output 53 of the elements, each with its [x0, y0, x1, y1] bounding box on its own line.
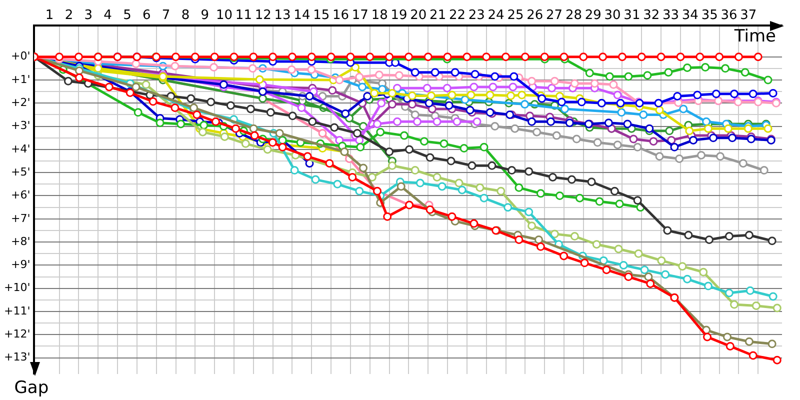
x-tick-label: 20 — [410, 8, 427, 24]
x-tick-label: 28 — [565, 8, 582, 24]
y-tick-label: +4' — [10, 142, 30, 156]
x-tick-label: 4 — [104, 8, 112, 24]
x-tick-label: 27 — [546, 8, 563, 24]
x-tick-label: 2 — [64, 8, 74, 24]
x-tick-label: 3 — [84, 8, 93, 24]
x-tick-label: 8 — [181, 8, 190, 24]
x-tick-label: 33 — [662, 8, 680, 24]
y-tick-label: +13' — [4, 350, 30, 364]
x-tick-label: 10 — [216, 8, 233, 24]
y-tick-label: +10' — [4, 281, 30, 294]
y-tick-label: +0' — [10, 50, 30, 63]
x-axis-title: Time — [733, 26, 776, 47]
x-tick-label: 19 — [390, 8, 408, 24]
x-tick-label: 37 — [740, 8, 757, 24]
x-tick-label: 30 — [604, 8, 621, 24]
y-tick-label: +12' — [4, 328, 30, 341]
y-tick-label: +8' — [10, 234, 30, 248]
x-tick-label: 6 — [142, 8, 151, 24]
x-tick-label: 13 — [274, 8, 291, 24]
x-tick-label: 17 — [352, 8, 368, 24]
x-tick-label: 1 — [45, 8, 54, 24]
x-tick-label: 14 — [294, 8, 310, 24]
x-tick-label: 32 — [643, 8, 660, 24]
x-tick-label: 29 — [584, 8, 602, 24]
x-tick-label: 36 — [720, 8, 738, 24]
x-tick-label: 25 — [507, 8, 524, 24]
x-tick-label: 35 — [701, 8, 718, 24]
y-tick-label: +2' — [10, 96, 30, 110]
y-tick-label: +11' — [4, 304, 30, 318]
x-tick-label: 23 — [468, 8, 485, 24]
x-tick-label: 34 — [682, 8, 698, 24]
y-tick-label: +3' — [10, 119, 30, 132]
x-tick-label: 16 — [332, 8, 350, 24]
x-tick-label: 5 — [123, 8, 132, 24]
x-tick-label: 9 — [200, 8, 210, 24]
x-tick-label: 11 — [235, 8, 252, 24]
x-tick-label: 24 — [488, 8, 504, 24]
x-tick-label: 22 — [448, 8, 466, 24]
y-tick-label: +5' — [10, 165, 30, 178]
x-tick-label: 31 — [624, 8, 640, 24]
x-tick-label: 15 — [313, 8, 330, 24]
x-tick-label: 12 — [254, 8, 272, 24]
x-tick-label: 18 — [371, 8, 388, 24]
x-tick-label: 21 — [430, 8, 446, 24]
x-tick-label: 7 — [162, 8, 170, 24]
y-tick-label: +1' — [10, 72, 30, 86]
y-tick-label: +6' — [10, 188, 30, 202]
x-tick-label: 26 — [526, 8, 544, 24]
y-tick-label: +7' — [10, 212, 30, 225]
y-tick-label: +9' — [10, 258, 30, 272]
y-axis-title: Gap — [14, 378, 49, 398]
